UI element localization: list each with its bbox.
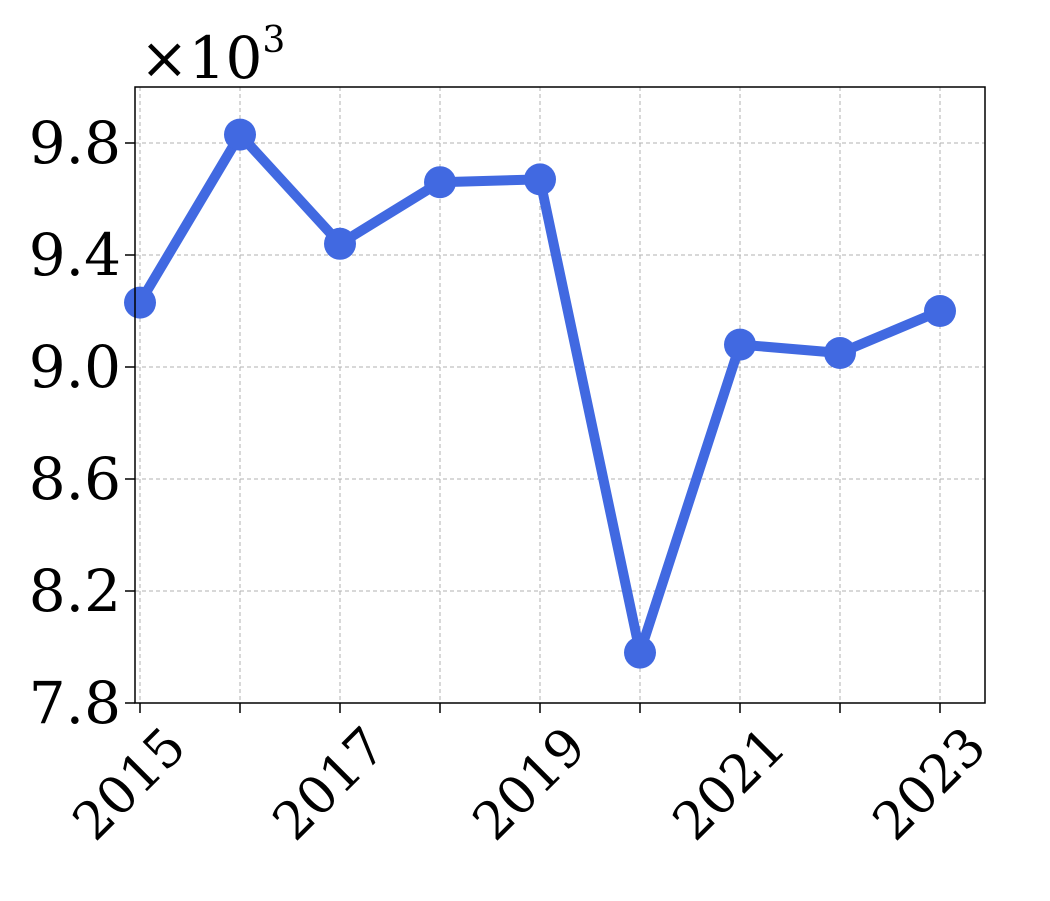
series-line xyxy=(135,129,945,658)
y-tick-label: 9.8 xyxy=(29,109,121,177)
x-tick-label: 2023 xyxy=(862,716,998,852)
y-tick-label: 8.6 xyxy=(29,445,121,513)
data-point xyxy=(124,286,156,319)
y-scale-base: ×10 xyxy=(140,24,262,92)
data-point xyxy=(724,328,756,361)
y-scale-exponent: 3 xyxy=(262,20,285,61)
y-tick-label: 7.8 xyxy=(29,669,121,737)
y-tick-label: 8.2 xyxy=(29,557,121,625)
data-point xyxy=(624,636,656,669)
y-tick-label: 9.4 xyxy=(29,221,121,289)
data-point xyxy=(524,163,556,196)
plot-frame xyxy=(134,86,986,704)
data-point xyxy=(324,227,356,260)
data-point xyxy=(224,118,256,151)
x-tick-label: 2019 xyxy=(462,716,598,852)
y-scale-label: ×103 xyxy=(140,20,285,92)
data-point xyxy=(424,166,456,199)
y-tick-label: 9.0 xyxy=(29,333,121,401)
grid-lines xyxy=(135,87,985,703)
data-point xyxy=(924,295,956,327)
data-point xyxy=(824,337,856,369)
x-tick-label: 2021 xyxy=(662,716,798,852)
series-layer xyxy=(124,118,956,669)
x-tick-label: 2017 xyxy=(262,716,398,852)
